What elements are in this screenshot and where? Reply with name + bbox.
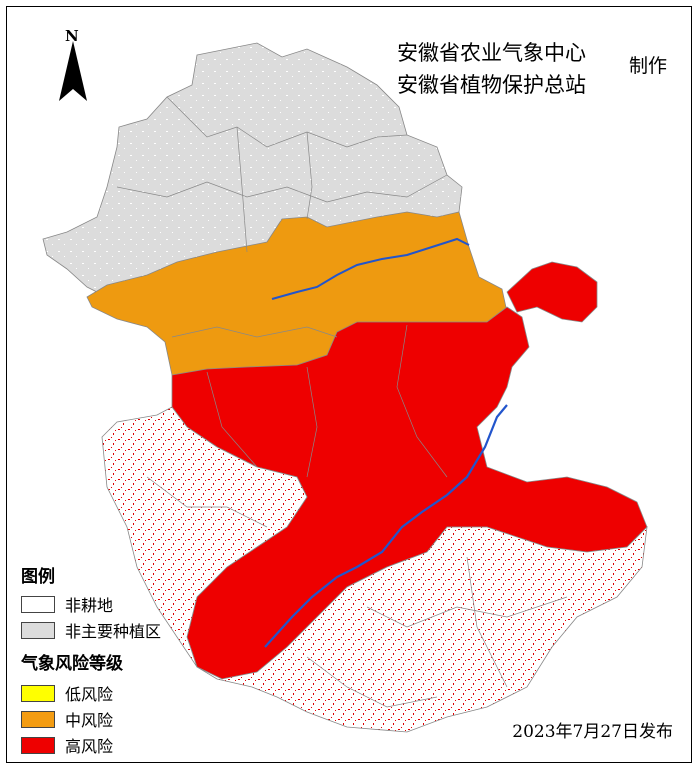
yangtze-river [264, 404, 508, 648]
producer-block: 安徽省农业气象中心 安徽省植物保护总站 [397, 37, 586, 101]
legend-swatch-non-main [21, 621, 55, 639]
made-by-label: 制作 [629, 55, 668, 77]
huai-river [271, 237, 470, 300]
county-boundaries [116, 96, 568, 708]
legend-title: 图例 [21, 567, 55, 587]
legend-risk-title: 气象风险等级 [21, 654, 123, 674]
legend-label: 中风险 [65, 711, 114, 730]
producer-line-2: 安徽省植物保护总站 [397, 73, 586, 97]
map-frame: N 安徽省农业气象中心 安徽省植物保护总站 制作 图例 非耕地 非主要种植区 气… [6, 6, 692, 763]
publish-date: 2023年7月27日发布 [512, 722, 673, 742]
legend-item: 高风险 [21, 732, 161, 758]
region-high-risk-ne [506, 261, 598, 323]
legend-item: 非耕地 [21, 591, 161, 617]
region-south-sparse [101, 406, 648, 733]
legend-label: 低风险 [65, 685, 114, 704]
legend-item: 非主要种植区 [21, 617, 161, 643]
legend: 图例 非耕地 非主要种植区 气象风险等级 低风险 中风险 高风险 [21, 562, 161, 758]
north-label: N [65, 27, 79, 45]
anhui-risk-map [42, 42, 648, 733]
legend-label: 非耕地 [65, 596, 114, 615]
producer-line-1: 安徽省农业气象中心 [397, 41, 586, 65]
north-arrow-icon [59, 41, 87, 101]
legend-label: 非主要种植区 [65, 622, 162, 641]
legend-swatch-non-arable [21, 595, 55, 613]
legend-item: 低风险 [21, 680, 161, 706]
legend-swatch-low [21, 684, 55, 702]
legend-swatch-high [21, 736, 55, 754]
legend-label: 高风险 [65, 737, 114, 756]
legend-swatch-medium [21, 710, 55, 728]
legend-item: 中风险 [21, 706, 161, 732]
